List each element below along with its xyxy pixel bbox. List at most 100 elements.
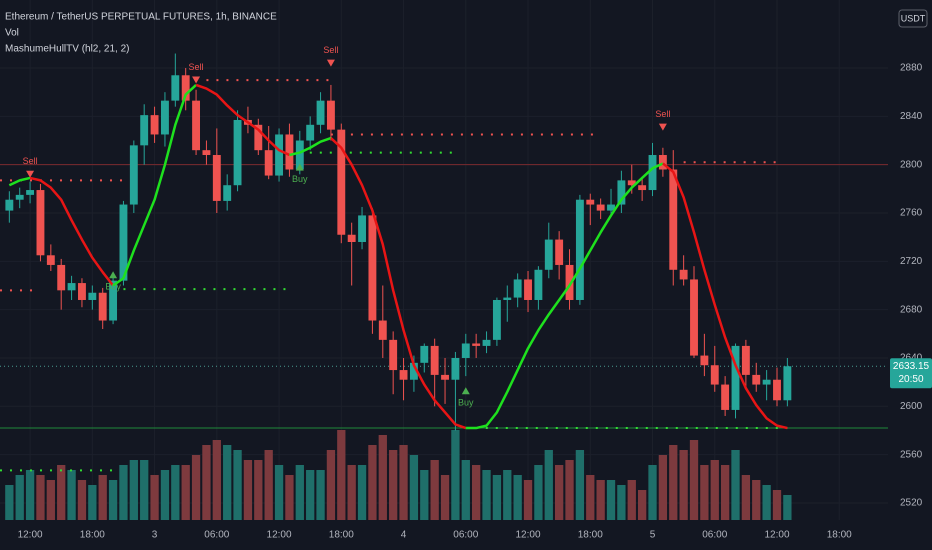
volume-bar bbox=[752, 480, 761, 520]
candle-body bbox=[5, 199, 14, 211]
volume-bar bbox=[316, 470, 325, 520]
candle-body bbox=[648, 155, 657, 191]
candle-body bbox=[627, 180, 636, 186]
candle-body bbox=[482, 339, 491, 346]
volume-bar bbox=[575, 450, 585, 520]
sell-marker bbox=[658, 123, 667, 131]
candle-body bbox=[430, 345, 439, 375]
candle-body bbox=[171, 75, 180, 101]
x-tick-label: 12:00 bbox=[267, 530, 292, 541]
candle-body bbox=[15, 194, 24, 200]
volume-bar bbox=[46, 480, 55, 520]
x-tick-label: 06:00 bbox=[702, 530, 727, 541]
volume-bar bbox=[783, 495, 792, 520]
hull-segment bbox=[465, 162, 664, 430]
candle-body bbox=[721, 384, 730, 410]
candle-body bbox=[285, 134, 294, 170]
volume-bar bbox=[129, 460, 138, 520]
y-tick-label: 2560 bbox=[900, 449, 923, 460]
volume-bar bbox=[202, 445, 211, 520]
candle-body bbox=[36, 190, 45, 256]
volume-bar bbox=[669, 445, 678, 520]
candle-body bbox=[513, 279, 522, 298]
volume-bar bbox=[409, 455, 419, 520]
x-tick-label: 18:00 bbox=[329, 530, 354, 541]
candle-body bbox=[524, 279, 532, 300]
buy-label: Buy bbox=[458, 398, 474, 408]
currency[interactable]: USDT bbox=[901, 13, 926, 23]
volume-bar bbox=[544, 450, 553, 520]
volume-bar bbox=[295, 465, 304, 520]
volume-bar bbox=[98, 475, 107, 520]
candle-body bbox=[192, 100, 201, 151]
x-tick-label: 12:00 bbox=[764, 530, 789, 541]
volume-bar bbox=[243, 460, 253, 520]
candle-body bbox=[119, 204, 128, 281]
volume-bar bbox=[700, 465, 709, 520]
volume-bar bbox=[212, 440, 221, 520]
volume-bar bbox=[274, 465, 284, 520]
currency-box[interactable] bbox=[898, 9, 928, 28]
candle-body bbox=[638, 185, 647, 191]
candle-body bbox=[555, 239, 564, 265]
candle-body bbox=[264, 150, 273, 176]
volume-bar bbox=[326, 450, 336, 520]
buy-label: Buy bbox=[292, 174, 308, 184]
volume-bar bbox=[710, 460, 719, 520]
x-tick-label: 06:00 bbox=[204, 530, 229, 541]
volume-bar bbox=[77, 480, 87, 520]
sell-label: Sell bbox=[23, 156, 38, 166]
candle-body bbox=[161, 100, 169, 135]
buy-marker bbox=[461, 387, 470, 395]
y-tick-label: 2760 bbox=[900, 208, 923, 219]
hull-segment bbox=[330, 137, 467, 430]
volume-bar bbox=[451, 430, 460, 520]
hull-segment bbox=[289, 136, 332, 157]
signals: Sell Sell Sell Sell Buy Buy Buy bbox=[23, 45, 671, 408]
signal-levels bbox=[0, 79, 888, 472]
volume-bar bbox=[503, 470, 512, 520]
volume-bar bbox=[762, 485, 771, 520]
candle-body bbox=[783, 366, 792, 401]
candle-body bbox=[472, 343, 481, 346]
candle-body bbox=[78, 283, 86, 300]
volume-bar bbox=[430, 460, 439, 520]
volume-bar bbox=[15, 475, 24, 520]
volume-bar bbox=[140, 460, 149, 520]
volume-bar bbox=[648, 465, 657, 520]
volume-bar bbox=[119, 465, 128, 520]
volume-bar bbox=[482, 470, 491, 520]
candle-body bbox=[181, 75, 190, 101]
x-tick-label: 06:00 bbox=[453, 530, 478, 541]
volume-bar bbox=[534, 465, 543, 520]
candle-body bbox=[669, 169, 678, 270]
candle-body bbox=[658, 155, 667, 170]
volume-bar bbox=[378, 435, 387, 520]
hull-segment bbox=[29, 176, 115, 287]
candle-body bbox=[575, 199, 584, 300]
volume-bar bbox=[565, 460, 574, 520]
sell-label: Sell bbox=[323, 45, 338, 55]
volume-bar bbox=[25, 470, 35, 520]
volume-bar bbox=[357, 465, 367, 520]
candle-body bbox=[389, 339, 398, 371]
candle-body bbox=[46, 255, 55, 265]
candle-body bbox=[441, 374, 449, 380]
indicator-label: MashumeHullTV (hl2, 21, 2) bbox=[5, 44, 130, 55]
volume-bar bbox=[5, 485, 14, 520]
volume-bar bbox=[306, 470, 315, 520]
volume-bar bbox=[150, 475, 159, 520]
candle-body bbox=[586, 199, 595, 205]
candle-body bbox=[306, 124, 315, 141]
buy-marker bbox=[109, 271, 118, 279]
volume-bar bbox=[461, 460, 470, 520]
candle-body bbox=[503, 297, 512, 300]
x-tick-label: 5 bbox=[650, 530, 656, 541]
candle-body bbox=[700, 355, 709, 366]
candle-body bbox=[710, 365, 719, 385]
candle-body bbox=[26, 190, 35, 195]
candle-body bbox=[534, 269, 543, 300]
candle-body bbox=[202, 150, 211, 156]
sell-label: Sell bbox=[189, 62, 204, 72]
candle-body bbox=[762, 379, 771, 385]
